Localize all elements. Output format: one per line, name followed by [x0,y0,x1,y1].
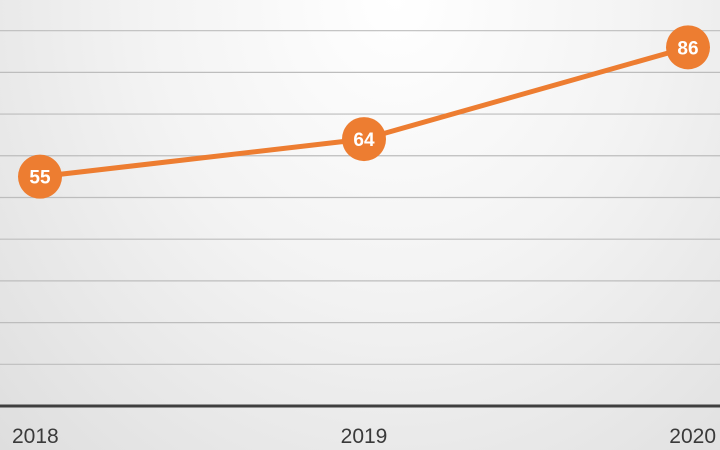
data-point: 86 [666,25,710,70]
data-marker [342,117,386,162]
x-tick-label: 2020 [669,425,716,448]
gridlines [0,30,720,365]
data-point: 64 [342,117,386,162]
data-label: 64 [353,130,375,151]
series-layer: 55 64 86 [18,25,710,199]
data-marker [18,154,62,199]
data-point: 55 [18,154,62,199]
x-tick-label: 2019 [341,425,388,448]
x-axis-ticks: 2018 2019 2020 [12,425,716,448]
data-label: 86 [677,38,698,59]
x-tick-label: 2018 [12,425,59,448]
data-marker [666,25,710,70]
data-label: 55 [29,168,51,189]
